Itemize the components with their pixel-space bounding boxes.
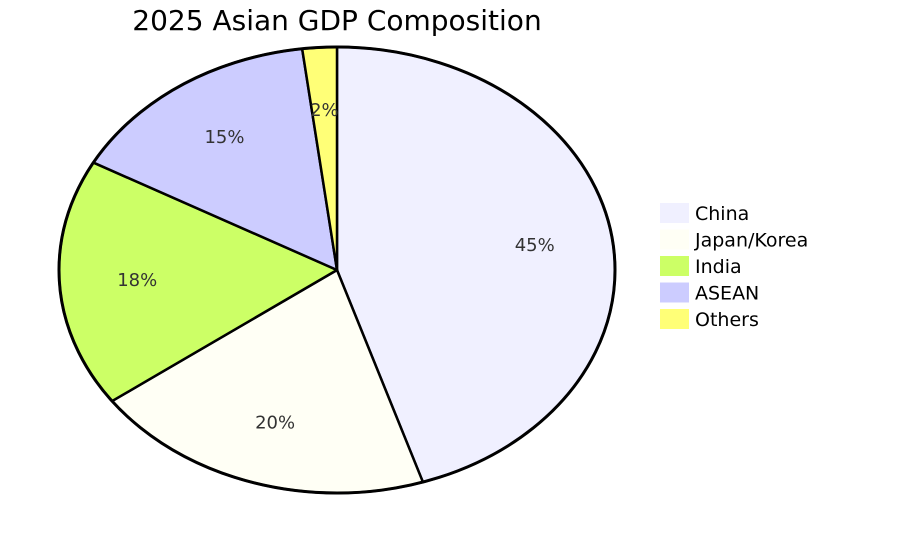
legend-label-india: India (695, 256, 742, 278)
legend: China Japan/Korea India ASEAN Others (660, 203, 808, 331)
chart-title: 2025 Asian GDP Composition (132, 4, 541, 37)
pie-outline (57, 45, 617, 495)
slice-label-china: 45% (515, 235, 555, 256)
legend-swatch-others (660, 309, 689, 329)
slice-label-asean: 15% (204, 127, 244, 148)
legend-swatch-japan-korea (660, 229, 689, 250)
slice-label-india: 18% (117, 270, 157, 291)
slice-label-japan-korea: 20% (255, 413, 295, 434)
legend-swatch-asean (660, 282, 689, 303)
pie-slices (57, 45, 617, 495)
legend-label-others: Others (695, 309, 759, 331)
legend-label-china: China (695, 203, 749, 225)
slice-label-others: 2% (310, 100, 339, 121)
legend-swatch-india (660, 256, 689, 276)
pie-slice-labels: 45% 20% 18% 15% 2% (117, 100, 555, 434)
legend-label-japan-korea: Japan/Korea (694, 230, 808, 252)
legend-label-asean: ASEAN (695, 283, 759, 305)
legend-swatch-china (660, 203, 689, 223)
